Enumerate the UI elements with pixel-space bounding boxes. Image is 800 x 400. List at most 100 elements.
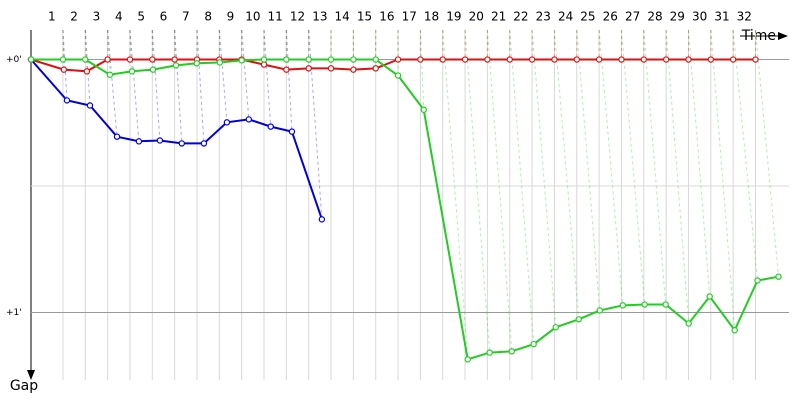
- data-point: [640, 56, 647, 63]
- data-point: [707, 56, 715, 63]
- data-point: [729, 56, 737, 63]
- x-tick-label: 19: [446, 10, 461, 24]
- x-tick-label: 16: [379, 10, 394, 24]
- x-tick-label: 15: [357, 10, 372, 24]
- data-point: [439, 56, 446, 63]
- data-point: [595, 56, 603, 63]
- data-point: [59, 56, 67, 63]
- data-point: [754, 277, 761, 284]
- time-guide: [129, 29, 133, 72]
- time-guide: [151, 29, 154, 70]
- data-point: [126, 56, 134, 63]
- data-point: [327, 65, 335, 72]
- data-point: [685, 320, 692, 327]
- data-point: [372, 56, 379, 63]
- time-guide: [531, 29, 557, 328]
- time-guide: [419, 29, 425, 110]
- x-tick-label: 9: [227, 10, 235, 24]
- data-point: [238, 57, 245, 64]
- data-point: [104, 56, 111, 63]
- data-point: [596, 307, 603, 314]
- time-guide: [174, 29, 183, 144]
- data-point: [573, 56, 580, 63]
- y-axis-title: Gap: [10, 378, 38, 394]
- x-tick-label: 2: [70, 10, 78, 24]
- time-guide: [107, 29, 118, 137]
- data-point: [575, 316, 582, 323]
- data-point: [552, 324, 559, 331]
- x-tick-label: 28: [647, 10, 662, 24]
- x-tick-label: 18: [424, 10, 439, 24]
- x-tick-label: 8: [204, 10, 212, 24]
- x-axis-title: Time: [741, 28, 776, 44]
- data-point: [178, 140, 185, 147]
- time-guide: [598, 29, 624, 306]
- data-point: [318, 216, 326, 223]
- data-point: [484, 56, 491, 63]
- data-point: [82, 56, 89, 63]
- data-point: [128, 68, 136, 75]
- data-point: [156, 137, 164, 144]
- x-tick-label: 27: [625, 10, 640, 24]
- data-point: [641, 301, 648, 308]
- time-guide: [196, 29, 205, 144]
- data-point: [260, 56, 268, 63]
- x-tick-label: 25: [580, 10, 595, 24]
- x-tick-label: 5: [137, 10, 145, 24]
- time-guide: [151, 29, 161, 141]
- x-tick-label: 31: [714, 10, 729, 24]
- data-point: [172, 62, 180, 69]
- data-point: [350, 56, 357, 63]
- data-point: [618, 56, 625, 63]
- time-guide: [107, 29, 111, 75]
- time-guide: [665, 29, 690, 324]
- time-guide: [710, 29, 736, 331]
- data-point: [619, 302, 626, 309]
- data-point: [260, 61, 268, 68]
- time-guide: [129, 29, 140, 142]
- x-tick-label: 23: [536, 10, 551, 24]
- time-guide: [576, 29, 601, 311]
- x-tick-label: 14: [335, 10, 350, 24]
- y-axis-arrow: [27, 370, 35, 380]
- data-point: [305, 65, 312, 72]
- x-tick-label: 6: [160, 10, 168, 24]
- data-point: [223, 119, 231, 126]
- data-point: [530, 340, 537, 348]
- data-point: [193, 60, 200, 67]
- data-point: [420, 106, 427, 113]
- data-point: [662, 56, 670, 63]
- time-guide: [509, 29, 535, 345]
- time-guide: [241, 29, 250, 120]
- data-point: [752, 56, 759, 63]
- x-tick-label: 32: [737, 10, 752, 24]
- series-line: [30, 58, 756, 73]
- time-guide: [553, 29, 580, 320]
- y-tick-label: +1': [6, 308, 22, 318]
- x-tick-label: 7: [182, 10, 190, 24]
- data-point: [216, 59, 223, 66]
- time-guide: [442, 29, 469, 360]
- data-point: [83, 68, 91, 75]
- x-tick-label: 1: [48, 10, 56, 24]
- data-point: [245, 116, 253, 123]
- data-point: [508, 348, 515, 355]
- data-point: [200, 140, 208, 147]
- x-tick-label: 21: [491, 10, 506, 24]
- x-tick-label: 22: [513, 10, 528, 24]
- x-tick-label: 17: [402, 10, 417, 24]
- data-point: [149, 56, 156, 63]
- x-tick-label: 26: [603, 10, 618, 24]
- x-tick-label: 12: [290, 10, 305, 24]
- data-point: [350, 66, 357, 73]
- data-point: [327, 56, 335, 63]
- x-tick-label: 20: [469, 10, 484, 24]
- time-guide: [84, 29, 88, 72]
- data-point: [86, 102, 94, 109]
- data-point: [372, 65, 379, 72]
- data-point: [394, 56, 402, 63]
- data-point: [662, 301, 669, 308]
- data-point: [394, 72, 402, 79]
- data-point: [685, 56, 692, 63]
